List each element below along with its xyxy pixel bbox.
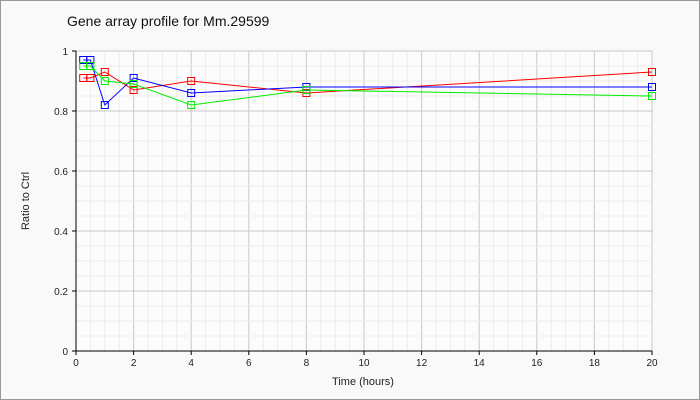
x-tick-label: 18 [589,358,601,369]
data-point-red [187,77,196,85]
x-tick-label: 4 [188,358,194,369]
data-point-blue [86,56,95,64]
y-tick-label: 0 [62,347,68,358]
x-tick-label: 6 [246,358,252,369]
data-point-blue [129,74,138,82]
x-tick-label: 2 [131,358,137,369]
y-tick-label: 0.4 [54,227,68,238]
x-tick-label: 12 [416,358,428,369]
x-tick-label: 14 [474,358,486,369]
data-point-red [100,68,109,76]
data-point-green [86,62,95,70]
data-point-red [648,68,656,76]
data-point-blue [100,101,109,109]
data-point-green [129,80,138,88]
y-tick-label: 0.2 [54,287,68,298]
y-tick-label: 1 [62,47,68,58]
x-tick-label: 16 [531,358,543,369]
data-point-green [100,77,109,85]
data-point-blue [187,89,196,97]
y-tick-label: 0.8 [54,107,68,118]
y-axis-label: Ratio to Ctrl [20,172,32,230]
x-axis-label: Time (hours) [332,376,394,388]
data-point-green [648,92,656,100]
x-tick-label: 20 [646,358,658,369]
y-tick-label: 0.6 [54,167,68,178]
x-tick-label: 10 [358,358,370,369]
data-point-green [187,101,196,109]
chart-title: Gene array profile for Mm.29599 [67,13,270,29]
x-tick-label: 8 [304,358,310,369]
data-point-red [86,74,95,82]
data-point-green [302,86,311,94]
data-point-blue [648,83,656,91]
series-line-green [83,65,653,106]
data-point-red [129,86,138,94]
x-tick-label: 0 [73,358,79,369]
